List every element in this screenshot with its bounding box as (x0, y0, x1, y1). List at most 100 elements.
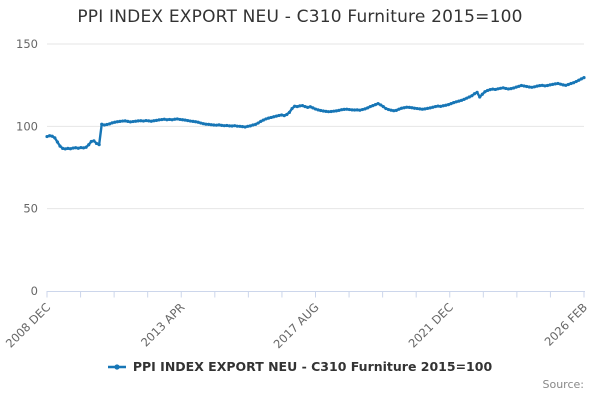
series-point[interactable] (553, 82, 557, 86)
series-point[interactable] (392, 109, 396, 113)
series-point[interactable] (251, 123, 255, 127)
series-point[interactable] (334, 109, 338, 113)
series-point[interactable] (326, 110, 331, 114)
series-point[interactable] (506, 87, 510, 91)
series-point[interactable] (199, 121, 203, 125)
series-point[interactable] (459, 98, 464, 102)
series-point[interactable] (462, 97, 466, 101)
series-point[interactable] (290, 106, 294, 111)
series-point[interactable] (467, 95, 471, 99)
series-point[interactable] (81, 146, 86, 150)
series-point[interactable] (512, 86, 516, 90)
series-point[interactable] (577, 78, 581, 82)
series-point[interactable] (167, 117, 172, 122)
series-point[interactable] (298, 104, 302, 108)
series-point[interactable] (222, 124, 226, 128)
series-point[interactable] (324, 109, 328, 113)
series-point[interactable] (311, 106, 315, 110)
series-point[interactable] (496, 87, 500, 91)
series-point[interactable] (128, 120, 133, 124)
series-point[interactable] (436, 104, 440, 108)
series-point[interactable] (204, 122, 208, 126)
series-point[interactable] (564, 83, 568, 87)
series-point[interactable] (368, 104, 372, 109)
series-point[interactable] (141, 119, 146, 123)
series-point[interactable] (514, 85, 518, 89)
series-point[interactable] (68, 147, 73, 151)
series-point[interactable] (339, 108, 344, 112)
series-point[interactable] (212, 123, 216, 127)
series-point[interactable] (209, 123, 213, 127)
series-point[interactable] (149, 119, 153, 123)
series-point[interactable] (353, 108, 357, 112)
series-point[interactable] (261, 118, 265, 122)
series-point[interactable] (89, 139, 93, 144)
series-point[interactable] (45, 134, 49, 139)
series-point[interactable] (50, 134, 54, 138)
series-point[interactable] (48, 134, 52, 138)
series-point[interactable] (582, 75, 586, 80)
series-point[interactable] (522, 84, 526, 88)
series-point[interactable] (100, 122, 104, 126)
series-point[interactable] (160, 117, 164, 122)
series-point[interactable] (269, 115, 273, 120)
series-point[interactable] (371, 103, 375, 108)
series-point[interactable] (136, 119, 140, 123)
series-point[interactable] (527, 85, 531, 89)
series-point[interactable] (214, 123, 219, 127)
series-point[interactable] (478, 95, 482, 99)
series-point[interactable] (272, 115, 276, 119)
series-point[interactable] (131, 119, 135, 124)
series-point[interactable] (579, 77, 583, 81)
series-point[interactable] (561, 83, 565, 87)
series-point[interactable] (220, 123, 224, 127)
series-point[interactable] (274, 114, 278, 118)
series-point[interactable] (483, 90, 487, 94)
series-point[interactable] (71, 146, 75, 150)
series-point[interactable] (394, 108, 398, 112)
series-point[interactable] (337, 108, 341, 112)
series-point[interactable] (107, 122, 112, 126)
series-point[interactable] (493, 87, 497, 92)
series-point[interactable] (530, 85, 534, 89)
series-point[interactable] (355, 108, 359, 112)
series-point[interactable] (256, 121, 260, 125)
series-point[interactable] (259, 119, 263, 123)
series-point[interactable] (285, 112, 289, 117)
series-point[interactable] (188, 119, 192, 123)
series-point[interactable] (358, 108, 362, 112)
series-point[interactable] (248, 124, 252, 128)
series-point[interactable] (574, 79, 578, 84)
series-point[interactable] (118, 119, 122, 123)
series-point[interactable] (363, 107, 367, 111)
series-point[interactable] (277, 113, 281, 118)
series-point[interactable] (491, 87, 495, 91)
series-point[interactable] (178, 117, 182, 122)
series-point[interactable] (569, 81, 573, 86)
series-point[interactable] (350, 108, 354, 112)
series-point[interactable] (79, 145, 83, 150)
series-point[interactable] (373, 103, 378, 107)
series-point[interactable] (154, 118, 159, 123)
series-point[interactable] (431, 105, 435, 109)
series-point[interactable] (485, 88, 490, 93)
series-point[interactable] (144, 118, 148, 123)
series-point[interactable] (420, 107, 424, 111)
series-point[interactable] (147, 119, 151, 123)
series-point[interactable] (300, 103, 305, 108)
series-point[interactable] (227, 124, 232, 128)
series-point[interactable] (92, 139, 96, 143)
series-point[interactable] (454, 100, 458, 104)
series-point[interactable] (115, 120, 119, 124)
series-point[interactable] (498, 86, 503, 90)
series-point[interactable] (66, 146, 70, 150)
series-point[interactable] (402, 106, 406, 110)
series-point[interactable] (439, 104, 443, 109)
series-point[interactable] (74, 146, 78, 150)
series-point[interactable] (532, 85, 537, 89)
series-point[interactable] (423, 107, 427, 111)
series-point[interactable] (480, 92, 484, 96)
series-point[interactable] (543, 84, 547, 88)
series-point[interactable] (191, 119, 195, 123)
series-point[interactable] (282, 114, 286, 118)
